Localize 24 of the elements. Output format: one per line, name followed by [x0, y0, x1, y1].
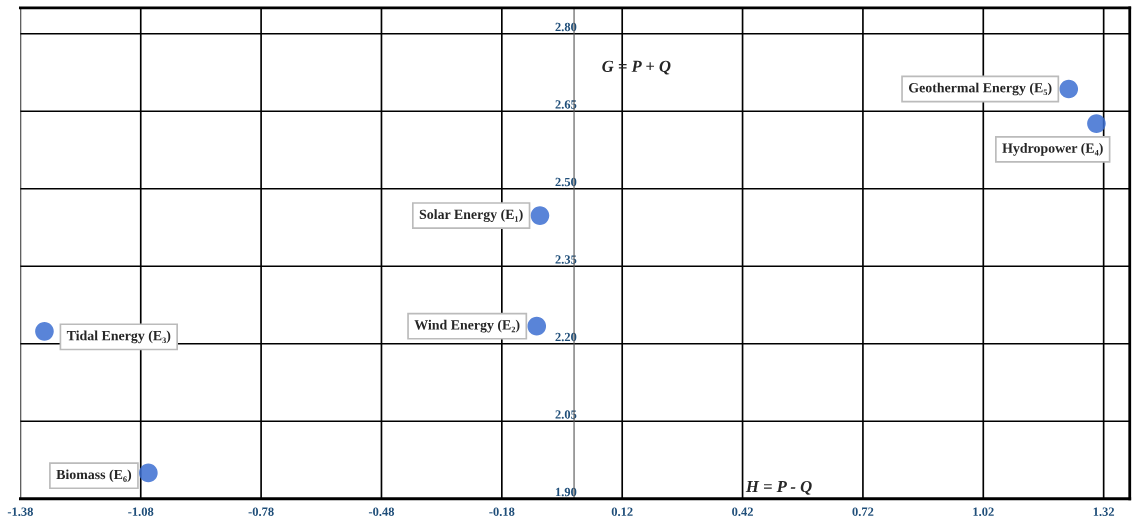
- y-tick-label: 1.90: [555, 487, 577, 497]
- y-tick-label: 2.05: [555, 410, 577, 419]
- x-tick-label: 1.02: [973, 507, 994, 516]
- x-tick-label: -0.78: [248, 507, 274, 516]
- x-tick-label: -1.08: [128, 507, 154, 516]
- series-label: Biomass (E₆): [56, 469, 132, 482]
- series-label: Hydropower (E₄): [1002, 143, 1103, 156]
- series-label: Wind Energy (E₂): [414, 319, 520, 333]
- x-tick-label: 1.32: [1093, 507, 1115, 516]
- x-tick-label: 0.72: [852, 507, 874, 516]
- x-tick-label: -0.18: [489, 507, 515, 516]
- y-tick-label: 2.65: [555, 100, 577, 109]
- y-tick-label: 2.20: [555, 332, 577, 342]
- annotation: H = P - Q: [745, 480, 812, 495]
- series-label: Geothermal Energy (E₅): [908, 82, 1052, 96]
- series-label: Solar Energy (E₁): [419, 209, 523, 222]
- x-tick-label: -1.38: [7, 507, 33, 516]
- x-tick-label: 0.12: [611, 507, 633, 516]
- x-tick-label: 0.42: [732, 507, 753, 516]
- series-label: Tidal Energy (E₃): [66, 330, 171, 344]
- y-tick-label: 2.50: [555, 177, 577, 187]
- y-tick-label: 2.80: [555, 22, 577, 32]
- x-tick-label: -0.48: [368, 507, 395, 516]
- y-tick-label: 2.35: [555, 255, 577, 264]
